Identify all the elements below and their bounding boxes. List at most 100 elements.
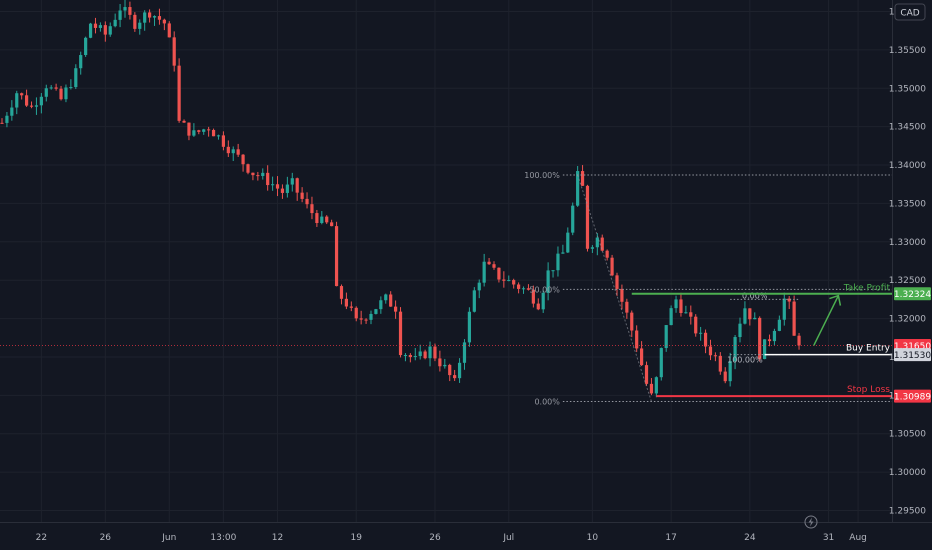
candle-body: [207, 129, 211, 131]
buy-entry-price-text: 1.31530: [894, 351, 931, 361]
candle-body: [74, 68, 78, 88]
candle-body: [354, 307, 358, 319]
candle-body: [148, 12, 152, 18]
candle-body: [664, 325, 668, 349]
price-tick-label: 1.29500: [889, 506, 926, 516]
candle-body: [467, 311, 471, 343]
candle-body: [266, 172, 270, 186]
candle-body: [384, 294, 388, 301]
up-arrow-shaft: [813, 295, 840, 346]
candle-body: [221, 135, 225, 147]
candle-body: [300, 192, 304, 199]
candle-body: [502, 279, 506, 281]
candle-body: [531, 289, 535, 304]
take-profit-price-text: 1.32324: [894, 290, 931, 300]
price-tick-label: 1.30500: [889, 430, 926, 440]
stop-loss-price-badge[interactable]: [894, 389, 931, 403]
up-arrow-head: [829, 294, 842, 306]
candle-body: [546, 270, 550, 293]
candle-body: [699, 332, 703, 334]
candle-body: [5, 115, 9, 123]
candle-body: [34, 105, 39, 107]
candle-body: [556, 253, 560, 271]
fib-retracement[interactable]: 100.00% 50.00% 0.00% 0.00% 100.00%: [524, 171, 892, 406]
candle-body: [787, 298, 791, 302]
price-tick-label: 1.33000: [889, 238, 926, 248]
candle-body: [767, 339, 772, 342]
price-axis-background: [893, 0, 932, 522]
candle-body: [177, 65, 181, 121]
currency-badge[interactable]: CAD: [894, 3, 926, 21]
stop-loss-label: Stop Loss: [847, 385, 890, 395]
time-axis[interactable]: 22 26 Jun 13:00 12 19 26 Jul 10 17 24 31 Aug: [0, 522, 932, 544]
candle-body: [561, 252, 565, 254]
candle-body: [649, 383, 654, 394]
candle-body: [517, 284, 521, 289]
candle-body: [226, 146, 230, 154]
candle-body: [143, 12, 147, 23]
candle-body: [88, 23, 93, 38]
fib-level-label: 50.00%: [529, 285, 560, 294]
candle-body: [246, 164, 250, 173]
candle-body: [610, 257, 614, 276]
candle-body: [659, 348, 663, 378]
buy-entry-label: Buy Entry: [846, 344, 891, 354]
candle-body: [334, 226, 339, 287]
candle-body: [576, 171, 580, 206]
lightning-icon[interactable]: [804, 515, 818, 529]
candle-body: [772, 330, 777, 342]
candle-body: [157, 16, 162, 20]
candle-body: [536, 303, 540, 310]
candle-body: [49, 87, 53, 89]
time-tick-label: Jul: [502, 533, 514, 543]
candle-body: [349, 306, 353, 308]
candle-body: [512, 280, 516, 285]
candle-body: [211, 129, 216, 137]
candle-body: [595, 237, 599, 248]
candle-body: [0, 122, 4, 124]
candle-body: [271, 184, 275, 186]
candle-body: [507, 280, 511, 282]
price-tick-label: 1.32000: [889, 315, 926, 325]
candle-body: [113, 19, 117, 27]
candle-body: [69, 87, 73, 89]
time-tick-label: 26: [429, 533, 441, 543]
candle-body: [290, 178, 294, 185]
candle-body: [167, 23, 171, 38]
candle-body: [236, 149, 240, 155]
candle-body: [374, 309, 378, 314]
take-profit-label: Take Profit: [843, 284, 891, 294]
candle-body: [748, 308, 752, 320]
candle-body: [640, 348, 644, 366]
candle-body: [59, 88, 63, 100]
candle-body: [487, 261, 491, 265]
price-axis[interactable]: 1.360001.355001.350001.345001.340001.335…: [889, 0, 932, 522]
candle-body: [585, 185, 590, 249]
candle-body: [231, 149, 235, 154]
candle-body: [571, 205, 575, 233]
candle-body: [285, 184, 289, 193]
candle-body: [541, 292, 545, 310]
take-profit-price-badge[interactable]: [894, 287, 931, 301]
candle-body: [275, 184, 280, 189]
candle-body: [413, 356, 417, 358]
candle-body: [10, 107, 14, 116]
candles: [0, 0, 801, 398]
candle-body: [669, 308, 673, 326]
candle-body: [605, 250, 609, 258]
buy-entry-price-badge[interactable]: [894, 348, 931, 362]
candle-body: [379, 300, 383, 310]
candle-body: [443, 364, 447, 367]
candle-body: [54, 87, 58, 89]
candle-body: [192, 130, 196, 136]
fib-level-label: 100.00%: [524, 171, 560, 180]
trade-levels[interactable]: Take Profit Buy Entry Stop Loss: [0, 284, 892, 398]
candle-body: [782, 298, 786, 320]
candle-body: [433, 346, 437, 359]
candle-body: [39, 96, 43, 106]
price-tick-label: 1.35000: [889, 84, 926, 94]
candle-body: [477, 282, 481, 291]
candle-body: [152, 16, 157, 18]
candle-body: [20, 93, 24, 96]
